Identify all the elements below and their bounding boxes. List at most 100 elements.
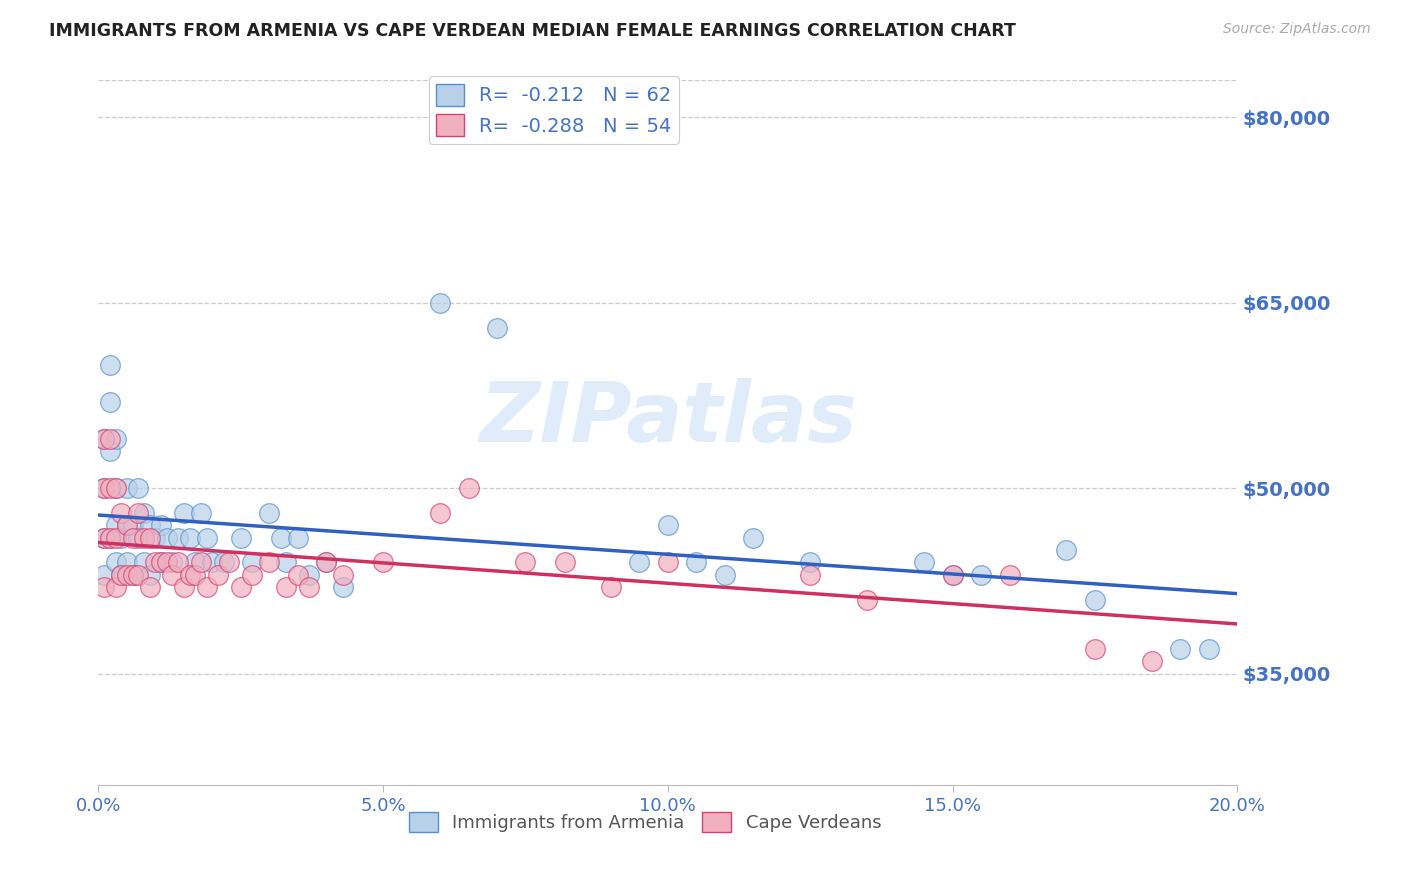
- Point: [240, 556, 263, 570]
- Point: [93, 580, 115, 594]
- Point: [429, 506, 451, 520]
- Point: [1140, 654, 1163, 668]
- Point: [93, 531, 115, 545]
- Point: [98, 358, 121, 372]
- Point: [195, 531, 218, 545]
- Point: [298, 580, 321, 594]
- Point: [156, 556, 179, 570]
- Point: [429, 295, 451, 310]
- Point: [315, 556, 337, 570]
- Point: [121, 567, 143, 582]
- Point: [132, 506, 155, 520]
- Point: [93, 432, 115, 446]
- Legend: Immigrants from Armenia, Cape Verdeans: Immigrants from Armenia, Cape Verdeans: [402, 805, 889, 839]
- Point: [110, 506, 132, 520]
- Point: [98, 444, 121, 458]
- Point: [121, 567, 143, 582]
- Point: [229, 580, 252, 594]
- Point: [132, 531, 155, 545]
- Point: [93, 567, 115, 582]
- Point: [115, 518, 138, 533]
- Point: [98, 394, 121, 409]
- Point: [150, 556, 173, 570]
- Point: [657, 556, 679, 570]
- Point: [998, 567, 1021, 582]
- Text: IMMIGRANTS FROM ARMENIA VS CAPE VERDEAN MEDIAN FEMALE EARNINGS CORRELATION CHART: IMMIGRANTS FROM ARMENIA VS CAPE VERDEAN …: [49, 22, 1017, 40]
- Point: [912, 556, 935, 570]
- Point: [167, 531, 190, 545]
- Point: [104, 556, 127, 570]
- Point: [799, 567, 821, 582]
- Point: [104, 531, 127, 545]
- Point: [714, 567, 737, 582]
- Point: [93, 531, 115, 545]
- Point: [259, 556, 281, 570]
- Point: [240, 567, 263, 582]
- Point: [298, 567, 321, 582]
- Point: [799, 556, 821, 570]
- Point: [98, 531, 121, 545]
- Point: [145, 556, 167, 570]
- Point: [150, 518, 173, 533]
- Point: [970, 567, 993, 582]
- Point: [115, 556, 138, 570]
- Point: [1198, 642, 1220, 657]
- Point: [1056, 543, 1078, 558]
- Point: [156, 531, 179, 545]
- Point: [93, 481, 115, 495]
- Point: [229, 531, 252, 545]
- Point: [150, 556, 173, 570]
- Point: [93, 481, 115, 495]
- Text: Source: ZipAtlas.com: Source: ZipAtlas.com: [1223, 22, 1371, 37]
- Point: [190, 556, 212, 570]
- Point: [138, 518, 160, 533]
- Point: [276, 556, 298, 570]
- Point: [270, 531, 292, 545]
- Point: [167, 556, 190, 570]
- Point: [184, 556, 207, 570]
- Point: [179, 567, 201, 582]
- Point: [1084, 642, 1107, 657]
- Point: [104, 432, 127, 446]
- Point: [1170, 642, 1192, 657]
- Point: [104, 481, 127, 495]
- Point: [132, 556, 155, 570]
- Point: [657, 518, 679, 533]
- Point: [110, 531, 132, 545]
- Point: [287, 567, 309, 582]
- Point: [315, 556, 337, 570]
- Point: [98, 531, 121, 545]
- Point: [515, 556, 537, 570]
- Point: [742, 531, 765, 545]
- Point: [145, 531, 167, 545]
- Point: [457, 481, 479, 495]
- Point: [127, 531, 149, 545]
- Point: [332, 567, 354, 582]
- Point: [104, 518, 127, 533]
- Point: [115, 567, 138, 582]
- Point: [685, 556, 707, 570]
- Point: [554, 556, 576, 570]
- Point: [218, 556, 240, 570]
- Point: [173, 506, 195, 520]
- Point: [138, 531, 160, 545]
- Point: [93, 432, 115, 446]
- Point: [115, 518, 138, 533]
- Point: [127, 481, 149, 495]
- Point: [942, 567, 965, 582]
- Point: [121, 518, 143, 533]
- Point: [856, 592, 879, 607]
- Point: [600, 580, 623, 594]
- Point: [207, 567, 229, 582]
- Point: [162, 556, 184, 570]
- Point: [115, 481, 138, 495]
- Point: [104, 580, 127, 594]
- Point: [332, 580, 354, 594]
- Point: [98, 432, 121, 446]
- Point: [190, 506, 212, 520]
- Point: [373, 556, 395, 570]
- Text: ZIPatlas: ZIPatlas: [479, 378, 856, 459]
- Point: [127, 506, 149, 520]
- Point: [259, 506, 281, 520]
- Point: [98, 481, 121, 495]
